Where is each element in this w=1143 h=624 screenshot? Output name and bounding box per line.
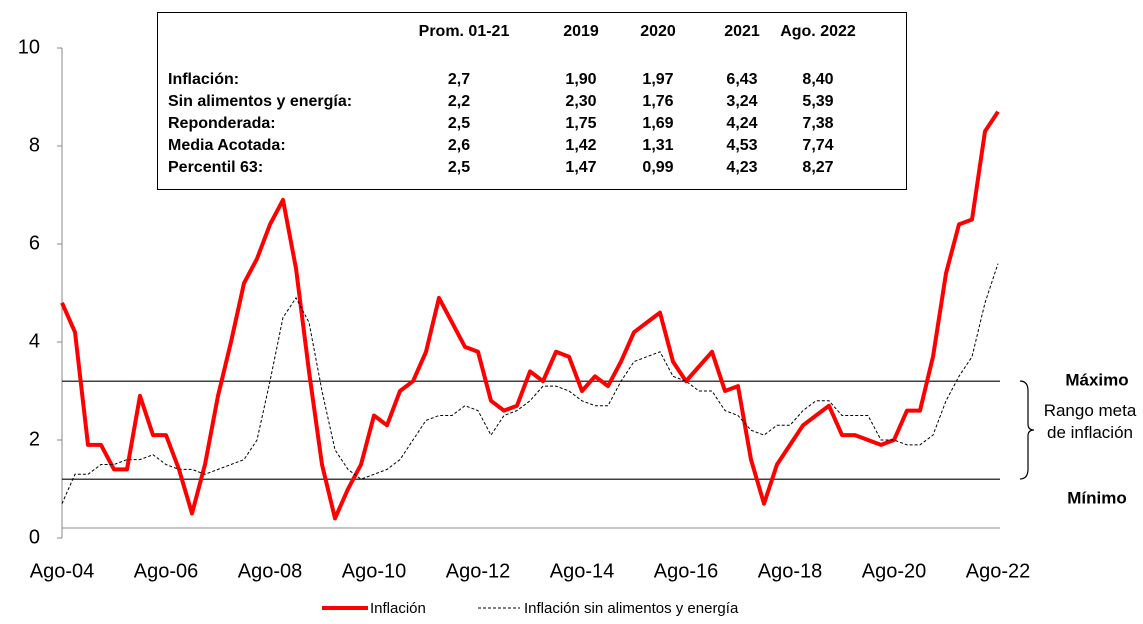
x-tick-label: Ago-16 (654, 560, 719, 582)
table-cell: 1,47 (565, 159, 597, 176)
table-cell: 2,6 (447, 137, 471, 154)
table-cell: 1,42 (565, 137, 597, 154)
range-brace (1019, 380, 1035, 480)
table-cell: 2,2 (447, 93, 471, 110)
x-tick-label: Ago-12 (446, 560, 511, 582)
x-tick-label: Ago-04 (30, 560, 95, 582)
x-tick-label: Ago-18 (758, 560, 823, 582)
table-cell: 2,30 (565, 93, 597, 110)
table-cell: 2020 (640, 23, 676, 40)
series-line (61, 263, 999, 504)
table-cell: Media Acotada: (168, 137, 286, 154)
reference-label: Mínimo (1067, 489, 1127, 508)
table-cell: 4,24 (726, 115, 758, 132)
table-cell: Reponderada: (168, 115, 276, 132)
table-cell: 7,74 (802, 137, 834, 154)
y-tick-label: 2 (29, 428, 40, 450)
y-tick-label: 8 (29, 134, 40, 156)
table-cell: 1,31 (642, 137, 674, 154)
table-cell: 2,5 (447, 115, 471, 132)
table-cell: Sin alimentos y energía: (168, 93, 353, 110)
x-tick-label: Ago-22 (966, 560, 1031, 582)
x-tick-label: Ago-20 (862, 560, 927, 582)
table-cell: 7,38 (802, 115, 834, 132)
table-cell: Ago. 2022 (780, 23, 856, 40)
legend-label: Inflación sin alimentos y energía (524, 600, 739, 617)
x-tick-label: Ago-14 (550, 560, 615, 582)
reference-label: Máximo (1065, 371, 1128, 390)
table-cell: 0,99 (642, 159, 674, 176)
table-cell: 8,40 (802, 71, 834, 88)
table-cell: 2,7 (447, 71, 471, 88)
table-cell: 1,97 (642, 71, 674, 88)
series-line (60, 110, 1000, 521)
table-cell: 8,27 (802, 159, 834, 176)
table-cell: 1,76 (642, 93, 674, 110)
table-cell: 4,53 (726, 137, 758, 154)
table-cell: 1,90 (565, 71, 597, 88)
table-cell: 1,69 (642, 115, 674, 132)
table-cell: Percentil 63: (168, 159, 264, 176)
table-cell: 5,39 (802, 93, 834, 110)
legend-label: Inflación (370, 600, 426, 617)
table-cell: Prom. 01-21 (418, 23, 510, 40)
x-tick-label: Ago-08 (238, 560, 303, 582)
table-cell: Inflación: (168, 71, 240, 88)
table-cell: 3,24 (726, 93, 758, 110)
table-cell: 4,23 (726, 159, 758, 176)
y-tick-label: 4 (29, 330, 40, 352)
table-cell: 1,75 (565, 115, 597, 132)
y-tick-label: 6 (29, 232, 40, 254)
x-tick-label: Ago-06 (134, 560, 199, 582)
table-cell: 2,5 (447, 159, 471, 176)
y-tick-label: 10 (18, 36, 40, 58)
y-tick-label: 0 (29, 526, 40, 548)
table-cell: 6,43 (726, 71, 758, 88)
summary-table: Prom. 01-21 2019 2020 2021 Ago. 2022 Inflació… (157, 12, 907, 190)
table-cell: 2019 (563, 23, 599, 40)
x-tick-label: Ago-10 (342, 560, 407, 582)
table-cell: 2021 (724, 23, 760, 40)
range-label: Rango meta de inflación (1043, 401, 1137, 442)
